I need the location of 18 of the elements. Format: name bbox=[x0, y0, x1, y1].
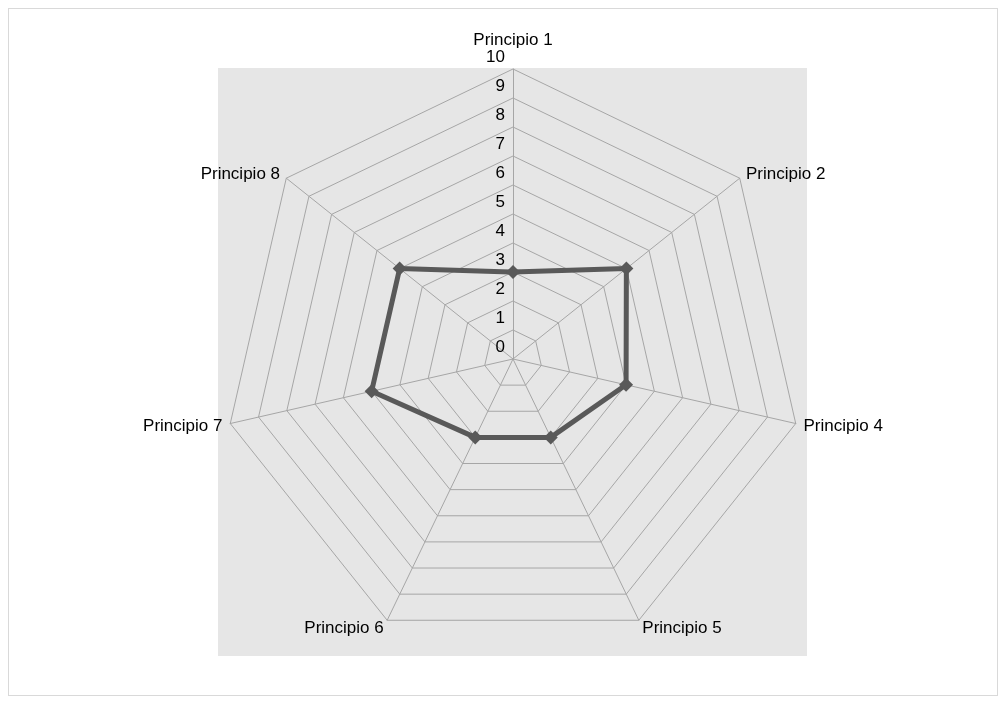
y-tick-label: 6 bbox=[495, 163, 505, 182]
spoke-label: Principio 5 bbox=[642, 617, 722, 637]
spoke-label: Principio 7 bbox=[143, 415, 223, 435]
spoke-label: Principio 2 bbox=[745, 163, 826, 183]
y-tick-label: 1 bbox=[495, 308, 505, 327]
y-tick-label: 3 bbox=[495, 250, 505, 269]
spoke-label: Principio 8 bbox=[200, 163, 281, 183]
y-tick-label: 5 bbox=[495, 192, 505, 211]
spoke-label: Principio 1 bbox=[473, 30, 553, 50]
y-tick-label: 9 bbox=[495, 76, 505, 95]
y-tick-label: 7 bbox=[495, 134, 505, 153]
spoke-label: Principio 4 bbox=[803, 415, 883, 435]
y-tick-label: 0 bbox=[495, 337, 505, 356]
spoke-label: Principio 6 bbox=[304, 617, 384, 637]
y-tick-label: 2 bbox=[495, 279, 505, 298]
y-tick-label: 4 bbox=[495, 221, 505, 240]
y-tick-label: 10 bbox=[486, 47, 505, 66]
y-tick-label: 8 bbox=[495, 105, 505, 124]
